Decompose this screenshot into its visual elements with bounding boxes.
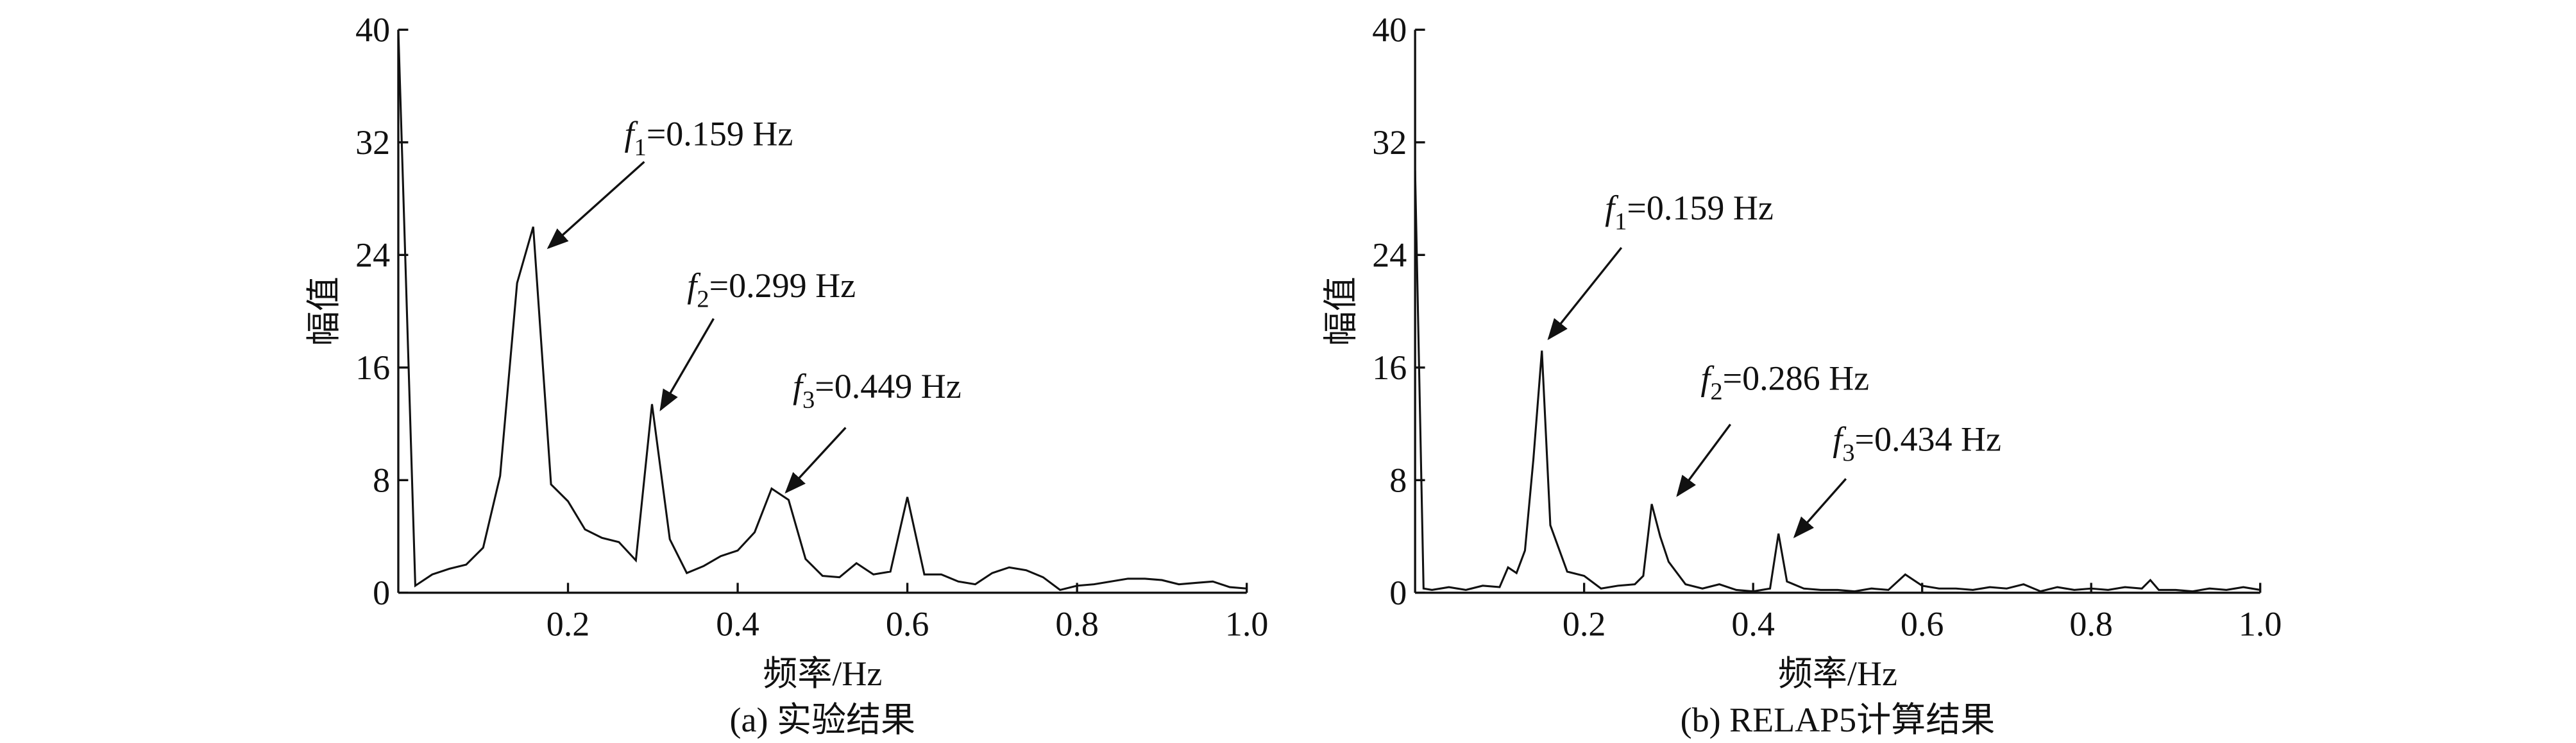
- annotation: f3=0.449 Hz: [793, 367, 962, 413]
- x-tick-label: 1.0: [2239, 605, 2282, 644]
- y-tick-label: 0: [1389, 574, 1407, 612]
- annotation-subscript: 2: [697, 286, 709, 313]
- x-tick-label: 0.6: [886, 605, 929, 644]
- y-tick-label: 16: [355, 348, 390, 387]
- x-tick-label: 0.4: [716, 605, 759, 644]
- annotation-text: =0.434 Hz: [1855, 420, 2002, 459]
- x-tick-label: 0.2: [1563, 605, 1606, 644]
- y-tick-label: 32: [355, 123, 390, 162]
- annotation-text: =0.299 Hz: [709, 266, 856, 305]
- annotation: f1=0.159 Hz: [1605, 189, 1774, 235]
- y-tick-label: 8: [373, 461, 390, 499]
- caption: (b) RELAP5计算结果: [1681, 701, 1996, 739]
- annotation-arrow: [1547, 246, 1623, 341]
- spectrum-line: [1414, 170, 2260, 593]
- y-tick-label: 8: [1389, 461, 1407, 499]
- annotation-text: =0.449 Hz: [815, 367, 962, 406]
- annotation-subscript: 1: [634, 134, 647, 161]
- annotation-arrow: [784, 427, 847, 494]
- annotation-subscript: 2: [1710, 379, 1722, 406]
- annotation-arrow: [659, 318, 715, 412]
- annotation: f3=0.434 Hz: [1833, 420, 2001, 466]
- y-axis-label: 幅值: [1321, 277, 1360, 346]
- x-tick-label: 0.8: [1055, 605, 1099, 644]
- annotation: f1=0.159 Hz: [625, 114, 793, 160]
- x-axis-label: 频率/Hz: [1778, 654, 1897, 693]
- spectrum-line: [397, 30, 1247, 592]
- y-tick-label: 16: [1372, 348, 1407, 387]
- x-tick-label: 0.8: [2069, 605, 2113, 644]
- x-tick-label: 0.4: [1731, 605, 1775, 644]
- annotation-arrow: [547, 160, 645, 250]
- annotation: f2=0.286 Hz: [1700, 359, 1869, 405]
- x-tick-label: 0.2: [547, 605, 590, 644]
- y-tick-label: 24: [1372, 235, 1407, 274]
- annotation-text: =0.159 Hz: [647, 114, 793, 153]
- annotation-arrow: [1676, 423, 1731, 497]
- y-tick-label: 40: [1372, 10, 1407, 49]
- annotation-text: =0.286 Hz: [1723, 359, 1870, 397]
- annotation-text: =0.159 Hz: [1627, 189, 1773, 227]
- x-tick-label: 0.6: [1901, 605, 1944, 644]
- y-axis-label: 幅值: [305, 277, 343, 346]
- x-tick-label: 1.0: [1225, 605, 1269, 644]
- y-tick-label: 32: [1372, 123, 1407, 162]
- annotation-subscript: 1: [1614, 209, 1627, 235]
- y-tick-label: 40: [355, 10, 390, 49]
- annotation-subscript: 3: [802, 387, 815, 414]
- annotation-arrow: [1793, 478, 1847, 538]
- annotation-subscript: 3: [1842, 440, 1854, 466]
- annotation: f2=0.299 Hz: [687, 266, 856, 312]
- caption: (a) 实验结果: [730, 701, 916, 739]
- y-tick-label: 24: [355, 235, 390, 274]
- y-tick-label: 0: [373, 574, 390, 612]
- x-axis-label: 频率/Hz: [763, 654, 882, 693]
